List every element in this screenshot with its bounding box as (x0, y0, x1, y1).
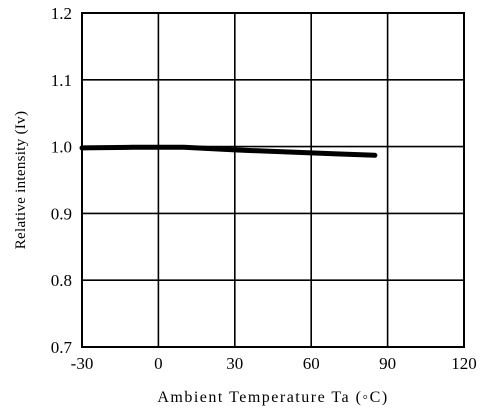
y-tick-label: 0.9 (51, 204, 72, 223)
x-axis-title: Ambient Temperature Ta (◦C) (157, 389, 388, 406)
y-tick-label: 0.8 (51, 271, 72, 290)
plot-background (82, 13, 464, 347)
x-tick-label: 90 (379, 354, 396, 373)
y-tick-label: 0.7 (51, 338, 73, 357)
y-axis-title: Relative intensity (Iv) (13, 111, 29, 250)
x-tick-label: 120 (451, 354, 477, 373)
y-tick-labels: 0.7 0.8 0.9 1.0 1.1 1.2 (51, 4, 73, 357)
x-tick-label: 30 (226, 354, 243, 373)
y-tick-label: 1.0 (51, 138, 72, 157)
plot-frame (81, 12, 465, 348)
y-tick-label: 1.1 (51, 71, 72, 90)
x-tick-label: 60 (303, 354, 320, 373)
x-tick-label: 0 (154, 354, 163, 373)
x-tick-label: -30 (71, 354, 94, 373)
series-layer (79, 144, 378, 158)
series-line (79, 144, 378, 158)
x-tick-labels: -30 0 30 60 90 120 (71, 354, 477, 373)
y-tick-label: 1.2 (51, 4, 72, 23)
